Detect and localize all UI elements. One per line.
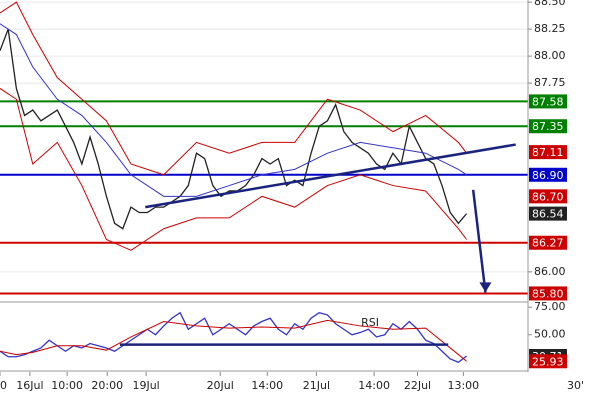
series-line bbox=[0, 88, 468, 251]
value-label: 87.11 bbox=[532, 146, 564, 159]
timeframe-label: 30' bbox=[567, 379, 584, 392]
series-line bbox=[0, 1, 468, 176]
x-tick-label: 16Jul bbox=[16, 379, 43, 392]
x-tick-label: 0 bbox=[0, 379, 7, 392]
value-label-box bbox=[529, 167, 567, 182]
value-label: 86.70 bbox=[532, 190, 564, 203]
x-tick-label: 10:00 bbox=[51, 379, 83, 392]
value-label-box bbox=[529, 286, 567, 301]
panel-title: RSI bbox=[361, 316, 379, 329]
y-tick-label: 50.00 bbox=[534, 328, 566, 341]
x-tick-label: 20Jul bbox=[207, 379, 234, 392]
value-label-box bbox=[529, 206, 567, 221]
value-label: 25.93 bbox=[532, 355, 564, 368]
value-label-box bbox=[529, 119, 567, 134]
series-line bbox=[0, 23, 467, 197]
value-label-box bbox=[529, 94, 567, 109]
value-label: 87.35 bbox=[532, 120, 564, 133]
y-tick-label: 86.00 bbox=[534, 265, 566, 278]
series-line bbox=[0, 28, 468, 230]
y-tick-label: 88.00 bbox=[534, 49, 566, 62]
value-label: 86.90 bbox=[532, 169, 564, 182]
x-tick-label: 22Jul bbox=[404, 379, 431, 392]
x-tick-label: 21Jul bbox=[303, 379, 330, 392]
value-label-box bbox=[529, 354, 567, 369]
value-label-box bbox=[529, 189, 567, 204]
value-label: 86.54 bbox=[532, 208, 564, 221]
series-line bbox=[0, 319, 467, 362]
value-label: 87.58 bbox=[532, 95, 564, 108]
x-tick-label: 19Jul bbox=[132, 379, 159, 392]
arrow-line bbox=[471, 189, 487, 293]
x-tick-label: 14:00 bbox=[251, 379, 283, 392]
trend-line bbox=[145, 143, 516, 209]
value-label-box bbox=[529, 235, 567, 250]
y-tick-label: 87.75 bbox=[534, 76, 566, 89]
arrow-head bbox=[479, 282, 492, 293]
x-tick-label: 14:00 bbox=[358, 379, 390, 392]
value-label-box bbox=[529, 145, 567, 160]
x-tick-label: 13:00 bbox=[447, 379, 479, 392]
y-tick-label: 88.25 bbox=[534, 22, 566, 35]
value-label: 86.27 bbox=[532, 237, 564, 250]
x-tick-label: 20:00 bbox=[91, 379, 123, 392]
y-tick-label: 75.00 bbox=[534, 300, 566, 313]
value-label: 85.80 bbox=[532, 287, 564, 300]
y-tick-label: 88.50 bbox=[534, 0, 566, 8]
